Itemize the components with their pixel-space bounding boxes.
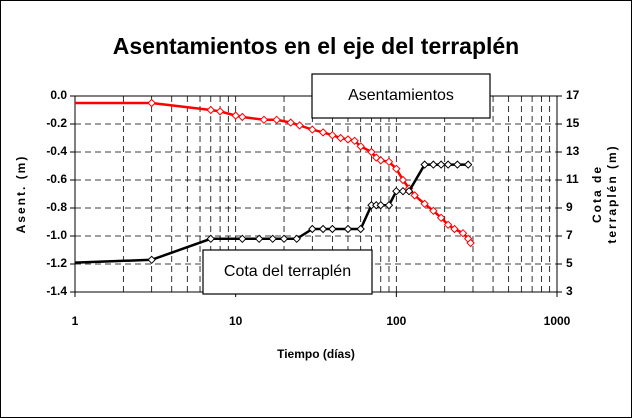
y2-tick-label: 5 bbox=[566, 256, 573, 270]
y-axis-label: Asent. (m) bbox=[14, 155, 28, 234]
data-point bbox=[453, 160, 462, 169]
y2-axis-label: terraplén (m) bbox=[605, 144, 619, 243]
data-point bbox=[420, 160, 429, 169]
y-tick-label: 0.0 bbox=[50, 88, 67, 102]
x-axis-label: Tiempo (días) bbox=[277, 347, 355, 361]
data-point bbox=[350, 136, 359, 146]
data-point bbox=[206, 105, 215, 115]
legend-label: Cota del terraplén bbox=[224, 263, 351, 280]
legend-box bbox=[202, 249, 373, 295]
data-point bbox=[458, 228, 468, 238]
data-point bbox=[147, 255, 156, 265]
data-point bbox=[398, 186, 408, 196]
data-point bbox=[384, 200, 394, 210]
data-point bbox=[356, 142, 365, 151]
y2-tick-label: 3 bbox=[566, 284, 573, 298]
data-point bbox=[238, 112, 247, 122]
data-point bbox=[279, 234, 289, 244]
data-point bbox=[372, 153, 381, 162]
data-point bbox=[404, 186, 414, 196]
data-point bbox=[272, 115, 281, 125]
data-point bbox=[259, 115, 269, 125]
data-point bbox=[392, 186, 401, 196]
data-point bbox=[367, 147, 376, 157]
data-point bbox=[238, 234, 247, 244]
data-point bbox=[328, 130, 337, 140]
data-point bbox=[398, 175, 408, 185]
legend-box bbox=[311, 73, 491, 119]
data-point bbox=[376, 200, 385, 210]
data-point bbox=[308, 224, 317, 234]
y-tick-label: -1.4 bbox=[46, 284, 67, 298]
data-point bbox=[318, 128, 328, 137]
y2-tick-label: 13 bbox=[566, 144, 580, 158]
data-point bbox=[384, 157, 394, 167]
data-point bbox=[436, 213, 446, 223]
data-point bbox=[147, 98, 156, 108]
x-tick-label: 1 bbox=[72, 314, 79, 328]
data-point bbox=[336, 133, 345, 143]
data-point bbox=[206, 234, 215, 244]
data-point bbox=[286, 118, 295, 127]
data-point bbox=[308, 125, 317, 134]
data-point bbox=[429, 206, 438, 216]
data-point bbox=[443, 160, 453, 169]
data-point bbox=[429, 160, 438, 169]
y-tick-label: -0.8 bbox=[46, 200, 67, 214]
y2-tick-label: 11 bbox=[566, 172, 579, 186]
y2-tick-label: 15 bbox=[566, 116, 580, 130]
data-point bbox=[215, 107, 225, 116]
data-point bbox=[450, 224, 459, 234]
y-tick-label: -0.2 bbox=[46, 116, 67, 130]
y-tick-label: -0.6 bbox=[46, 172, 67, 186]
y2-axis-label: Cota de bbox=[590, 165, 604, 223]
y-tick-label: -1.0 bbox=[46, 228, 67, 242]
data-point bbox=[254, 234, 264, 244]
data-point bbox=[356, 224, 365, 234]
data-point bbox=[376, 156, 385, 165]
data-point bbox=[231, 111, 240, 120]
data-point bbox=[292, 234, 301, 244]
x-tick-label: 1000 bbox=[544, 314, 571, 328]
y2-tick-label: 9 bbox=[566, 200, 573, 214]
data-point bbox=[463, 160, 473, 169]
y2-tick-label: 17 bbox=[566, 88, 580, 102]
data-point bbox=[268, 234, 277, 244]
data-point bbox=[318, 224, 328, 234]
legend-label: Asentamientos bbox=[348, 87, 454, 104]
x-tick-label: 10 bbox=[229, 314, 243, 328]
y-tick-label: -0.4 bbox=[46, 144, 67, 158]
data-point bbox=[295, 121, 304, 130]
data-point bbox=[392, 164, 401, 174]
y2-tick-label: 7 bbox=[566, 228, 573, 242]
data-point bbox=[410, 191, 419, 200]
data-point bbox=[328, 224, 337, 234]
data-point bbox=[443, 220, 453, 230]
data-point bbox=[436, 160, 446, 169]
y-tick-label: -1.2 bbox=[46, 256, 67, 270]
chart-title: Asentamientos en el eje del terraplén bbox=[113, 33, 519, 59]
data-point bbox=[343, 135, 353, 144]
x-tick-label: 100 bbox=[386, 314, 406, 328]
data-point bbox=[343, 224, 353, 234]
data-point bbox=[466, 238, 475, 248]
data-point bbox=[420, 199, 429, 209]
